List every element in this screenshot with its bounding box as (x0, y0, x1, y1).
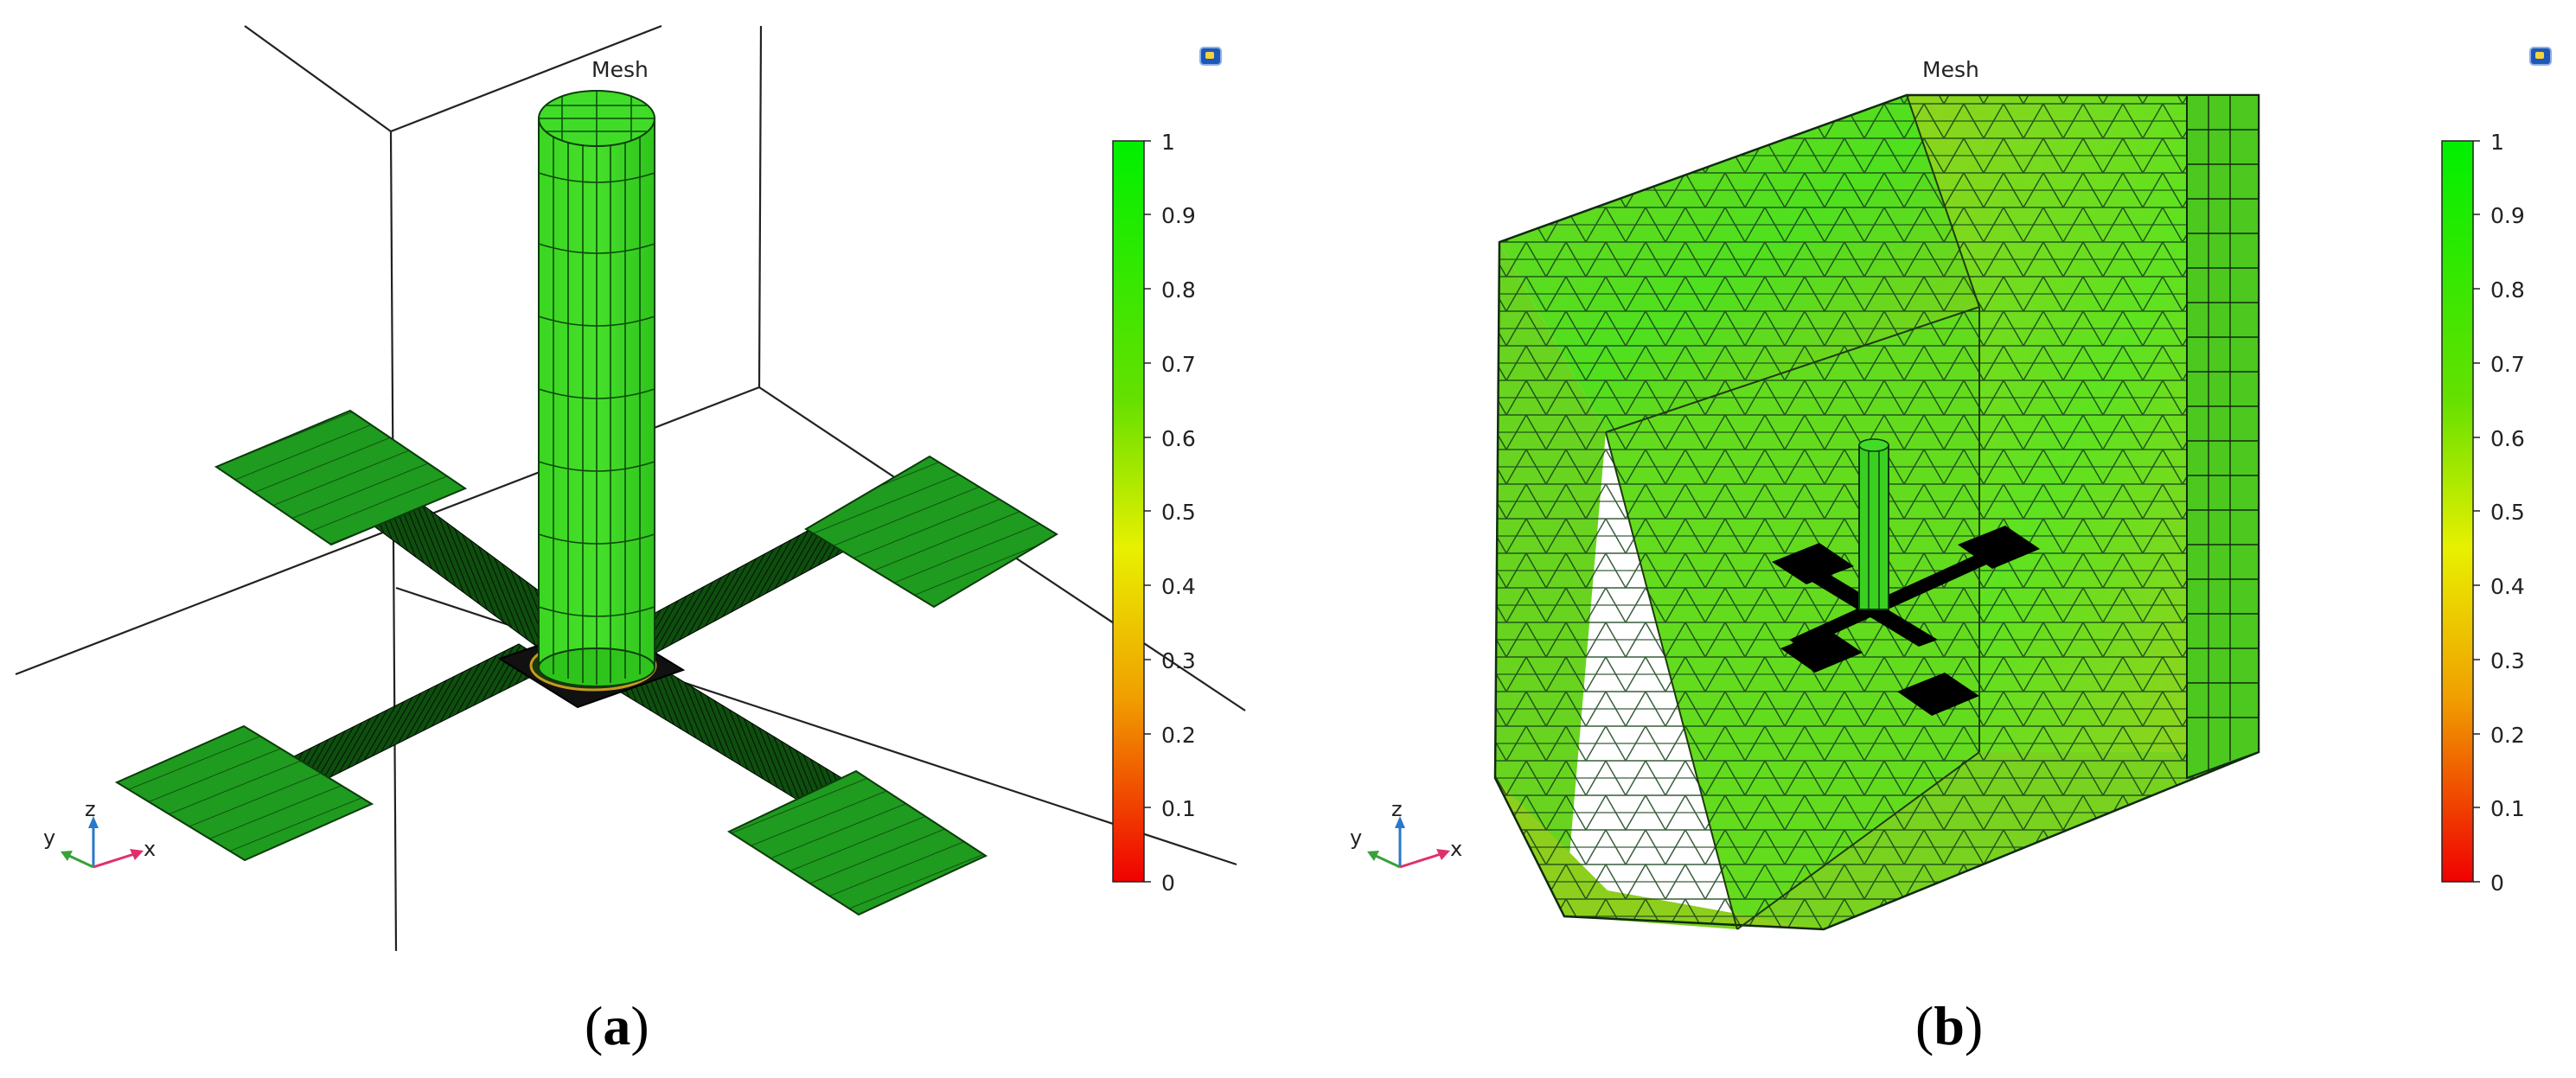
colorbar-tick: 0.4 (2490, 574, 2525, 599)
axis-x-label: x (144, 837, 157, 861)
colorbar-tick: 0.6 (2490, 426, 2525, 451)
colorbar-tick: 0.7 (2490, 352, 2525, 377)
colorbar-tick: 0.5 (1161, 500, 1196, 525)
panel-b-title: Mesh (1922, 57, 1979, 82)
colorbar-tick: 0.5 (2490, 500, 2525, 525)
pad-top-right (804, 455, 1058, 609)
panel-a-title: Mesh (591, 57, 649, 82)
arm-lower-right (604, 665, 858, 805)
caption-b: (b) (1915, 995, 1984, 1056)
antenna-model (1772, 438, 2040, 716)
axis-triad (1367, 816, 1450, 869)
axis-x-label: x (1450, 837, 1463, 861)
colorbar-tick: 0.2 (1161, 723, 1196, 748)
axis-y-label: y (43, 826, 56, 850)
pad-bottom-right (726, 769, 988, 916)
pad-top-left (214, 409, 468, 546)
colorbar-tick: 1 (1161, 130, 1175, 155)
colorbar-tick: 0.9 (1161, 203, 1196, 228)
colorbar (2441, 140, 2474, 883)
colorbar-tick: 0.6 (1161, 426, 1196, 451)
colorbar (1112, 140, 1145, 883)
colorbar-tick: 0.1 (1161, 796, 1196, 821)
colorbar-tick: 0.1 (2490, 796, 2525, 821)
camera-icon[interactable] (1199, 47, 1222, 66)
colorbar-tick: 0.8 (1161, 277, 1196, 303)
cylinder-mesh (538, 90, 655, 687)
panel-b-canvas (1367, 93, 2480, 931)
colorbar-tick: 0.8 (2490, 277, 2525, 303)
colorbar-tick: 1 (2490, 130, 2504, 155)
panel-b: Mesh 1 0.9 0.8 0.7 0.6 0.5 0.4 0.3 0.2 0… (1288, 0, 2575, 1078)
axis-y-label: y (1350, 826, 1363, 850)
panel-a: Mesh 1 0.9 0.8 0.7 0.6 0.5 0.4 0.3 0.2 0… (15, 24, 1246, 1056)
colorbar-tick: 0.3 (1161, 648, 1196, 673)
colorbar-tick: 0.2 (2490, 723, 2525, 748)
colorbar-tick: 0.9 (2490, 203, 2525, 228)
colorbar-tick: 0 (1161, 871, 1175, 896)
axis-triad (61, 816, 144, 869)
colorbar-tick: 0.7 (1161, 352, 1196, 377)
colorbar-tick: 0.3 (2490, 648, 2525, 673)
axis-z-label: z (85, 797, 96, 821)
camera-icon[interactable] (2529, 47, 2552, 66)
pad-bottom-left (114, 724, 374, 862)
colorbar-tick: 0 (2490, 871, 2504, 896)
caption-a: (a) (585, 995, 649, 1056)
axis-z-label: z (1391, 797, 1403, 821)
panel-a-canvas (15, 24, 1246, 952)
colorbar-tick: 0.4 (1161, 574, 1196, 599)
